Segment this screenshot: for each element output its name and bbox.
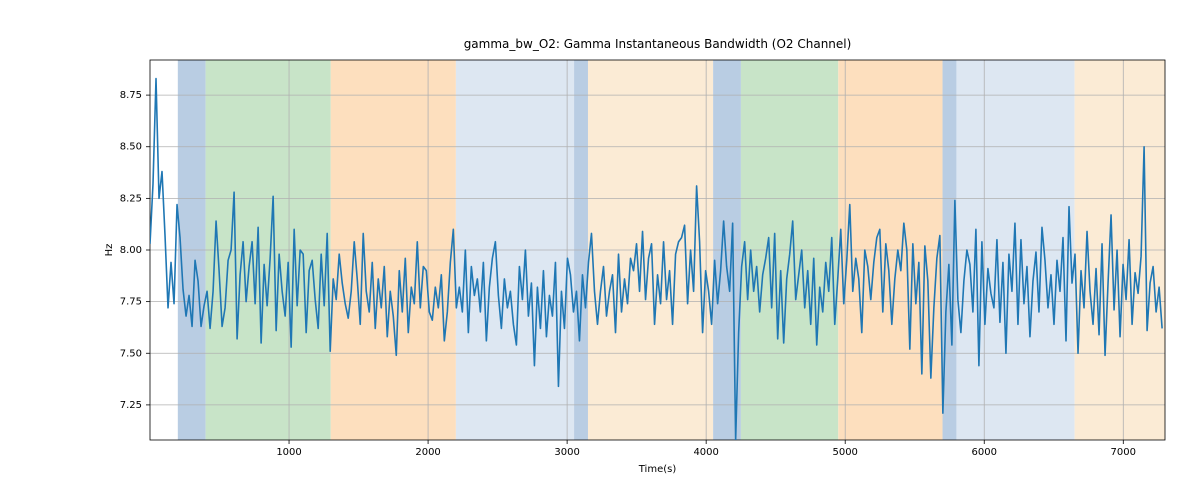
x-tick-label: 7000 [1111, 447, 1136, 458]
y-tick-label: 8.75 [120, 90, 142, 101]
y-tick-label: 8.25 [120, 193, 142, 204]
chart-title: gamma_bw_O2: Gamma Instantaneous Bandwid… [464, 37, 852, 51]
y-tick-label: 8.50 [120, 142, 142, 153]
x-tick-label: 6000 [972, 447, 997, 458]
x-tick-label: 4000 [693, 447, 718, 458]
y-tick-label: 7.50 [120, 348, 142, 359]
x-tick-label: 5000 [832, 447, 857, 458]
x-tick-label: 1000 [276, 447, 301, 458]
y-tick-label: 8.00 [120, 245, 142, 256]
x-tick-label: 2000 [415, 447, 440, 458]
y-tick-label: 7.75 [120, 297, 142, 308]
x-tick-label: 3000 [554, 447, 579, 458]
y-axis-label: Hz [104, 244, 115, 257]
x-axis-label: Time(s) [638, 464, 677, 475]
line-chart: 1000 2000 3000 4000 5000 6000 7000 7.25 7.50 7.75… [0, 0, 1200, 500]
y-tick-label: 7.25 [120, 400, 142, 411]
